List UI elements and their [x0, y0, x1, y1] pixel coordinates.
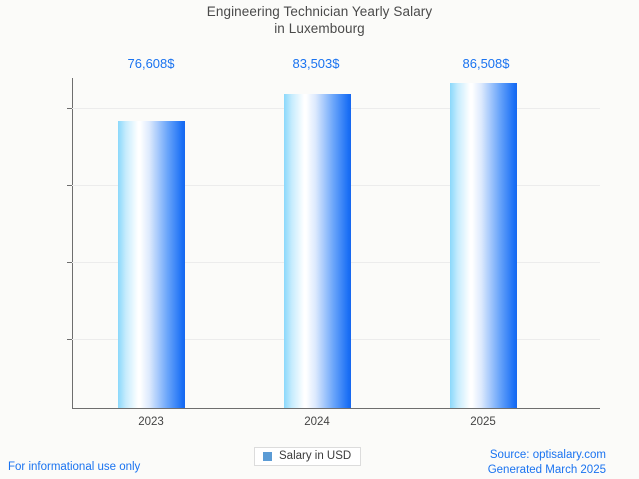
chart-title: Engineering Technician Yearly Salary in … — [0, 3, 639, 37]
bar-2023[interactable] — [118, 121, 185, 408]
bar-2025[interactable] — [450, 83, 517, 408]
source-line: Source: optisalary.com — [489, 449, 606, 461]
x-category-label-2025: 2025 — [470, 416, 496, 428]
generated-line: Generated March 2025 — [487, 463, 606, 476]
bar-value-label-2025: 86,508$ — [462, 56, 510, 71]
x-category-label-2023: 2023 — [138, 416, 164, 428]
tick-mark-80000 — [67, 108, 72, 109]
bar-value-label-2023: 76,608$ — [127, 56, 175, 71]
chart-title-line-1: Engineering Technician Yearly Salary — [206, 4, 433, 19]
legend-item-label-salary: Salary in USD — [279, 449, 352, 462]
y-axis-line — [72, 78, 73, 409]
plot-area: 80000 60000 40000 20000 — [67, 78, 600, 408]
x-category-label-2024: 2024 — [304, 416, 330, 428]
bar-value-label-2024: 83,503$ — [292, 56, 340, 71]
x-axis-line — [72, 408, 600, 409]
bar-2024[interactable] — [284, 94, 351, 408]
square-swatch-icon — [263, 452, 272, 461]
disclaimer-note: For informational use only — [8, 461, 141, 473]
tick-mark-60000 — [67, 185, 72, 186]
chart-title-line-2: in Luxembourg — [274, 21, 365, 36]
source-attribution: Source: optisalary.com Generated March 2… — [488, 448, 606, 477]
tick-mark-40000 — [67, 262, 72, 263]
chart-legend[interactable]: Salary in USD — [254, 447, 362, 466]
tick-mark-20000 — [67, 339, 72, 340]
